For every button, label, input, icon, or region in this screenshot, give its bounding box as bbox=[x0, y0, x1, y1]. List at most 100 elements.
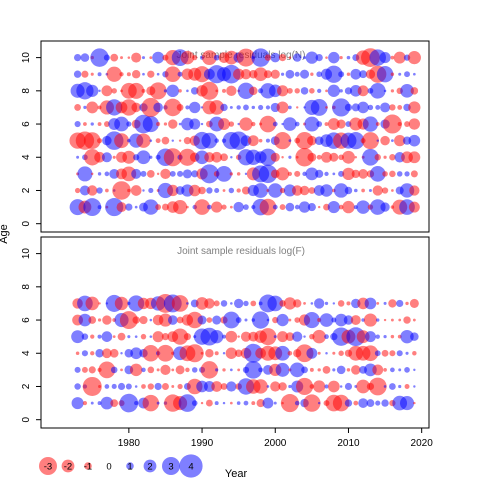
residual-bubble bbox=[209, 100, 225, 115]
residual-bubble bbox=[300, 69, 310, 79]
residual-bubble bbox=[149, 139, 153, 142]
residual-bubble bbox=[192, 55, 198, 61]
residual-bubble bbox=[97, 318, 102, 322]
residual-bubble bbox=[253, 183, 269, 198]
residual-bubble bbox=[154, 382, 162, 391]
residual-bubble bbox=[394, 134, 406, 147]
residual-bubble bbox=[109, 348, 119, 358]
residual-bubble bbox=[134, 335, 138, 338]
residual-bubble bbox=[83, 122, 87, 126]
residual-bubble bbox=[83, 105, 87, 110]
residual-bubble bbox=[90, 401, 94, 405]
residual-bubble bbox=[161, 382, 169, 390]
residual-bubble bbox=[270, 381, 281, 392]
residual-bubble bbox=[273, 401, 277, 405]
residual-bubble bbox=[346, 55, 351, 60]
residual-bubble bbox=[239, 117, 253, 131]
residual-bubble bbox=[390, 89, 395, 93]
residual-bubble bbox=[220, 300, 228, 307]
residual-bubble bbox=[321, 151, 332, 163]
residual-bubble bbox=[390, 72, 395, 76]
residual-bubble bbox=[127, 188, 131, 193]
residual-bubble bbox=[97, 172, 102, 176]
residual-bubble bbox=[73, 70, 82, 78]
y-tick-label: 6 bbox=[21, 121, 32, 127]
residual-bubble bbox=[369, 83, 386, 99]
residual-bubble bbox=[183, 333, 191, 341]
residual-bubble bbox=[408, 118, 421, 130]
residual-bubble bbox=[90, 72, 94, 76]
residual-bubble bbox=[389, 154, 396, 161]
residual-bubble bbox=[317, 368, 321, 372]
residual-bubble bbox=[110, 366, 118, 374]
residual-bubble bbox=[83, 132, 101, 150]
residual-bubble bbox=[126, 121, 132, 127]
residual-bubble bbox=[259, 115, 277, 133]
residual-bubble bbox=[114, 116, 129, 132]
residual-bubble bbox=[190, 87, 199, 95]
residual-bubble bbox=[178, 139, 182, 142]
residual-bubble bbox=[119, 393, 139, 413]
residual-bubble bbox=[171, 139, 174, 142]
residual-bubble bbox=[270, 52, 281, 63]
residual-bubble bbox=[412, 351, 417, 356]
residual-bubble bbox=[81, 366, 88, 373]
residual-bubble bbox=[177, 383, 183, 390]
panel-f-x-axis: 1980 1990 2000 2010 2020 bbox=[118, 428, 433, 449]
residual-bubble bbox=[171, 328, 189, 345]
residual-bubble bbox=[334, 313, 348, 327]
residual-bubble bbox=[375, 400, 381, 406]
residual-bubble bbox=[163, 148, 182, 167]
residual-bubble bbox=[295, 132, 314, 150]
residual-bubble bbox=[276, 101, 289, 114]
panel-n-y-axis: 0 2 4 6 8 10 bbox=[21, 52, 41, 226]
residual-bubble bbox=[325, 89, 328, 93]
residual-bubble bbox=[127, 56, 131, 59]
residual-bubble bbox=[405, 301, 409, 306]
residual-bubble bbox=[200, 401, 204, 405]
residual-bubble bbox=[237, 335, 240, 338]
residual-bubble bbox=[410, 170, 418, 178]
residual-bubble bbox=[383, 335, 387, 339]
residual-bubble bbox=[265, 138, 270, 143]
residual-bubble bbox=[222, 189, 226, 192]
residual-bubble bbox=[205, 349, 214, 358]
residual-bubble bbox=[243, 204, 249, 210]
residual-bubble bbox=[315, 169, 324, 178]
residual-bubble bbox=[243, 400, 249, 406]
residual-bubble bbox=[410, 332, 419, 341]
residual-bubble bbox=[404, 71, 410, 78]
residual-bubble bbox=[265, 105, 271, 110]
residual-bubble bbox=[209, 329, 224, 344]
residual-bubble bbox=[359, 70, 368, 79]
residual-bubble bbox=[374, 154, 381, 161]
residual-bubble bbox=[327, 380, 340, 393]
residual-bubble bbox=[383, 385, 387, 388]
legend-label: -3 bbox=[44, 462, 52, 473]
residual-bubble bbox=[236, 188, 241, 193]
residual-bubble bbox=[233, 201, 244, 213]
residual-bubble bbox=[300, 87, 309, 95]
residual-bubble bbox=[283, 297, 297, 310]
residual-bubble bbox=[332, 98, 351, 117]
residual-bubble bbox=[368, 377, 387, 396]
residual-bubble bbox=[153, 102, 163, 113]
residual-bubble bbox=[325, 106, 328, 109]
residual-bubble bbox=[243, 343, 263, 363]
residual-bubble bbox=[216, 165, 232, 182]
residual-bubble bbox=[307, 152, 317, 162]
residual-bubble bbox=[101, 152, 112, 163]
residual-bubble bbox=[90, 351, 95, 356]
residual-bubble bbox=[398, 384, 402, 389]
residual-bubble bbox=[317, 401, 321, 405]
residual-bubble bbox=[303, 56, 307, 60]
residual-bubble bbox=[369, 199, 386, 215]
residual-bubble bbox=[197, 315, 207, 325]
residual-bubble bbox=[204, 152, 215, 163]
residual-bubble bbox=[222, 311, 240, 329]
residual-bubble bbox=[127, 335, 131, 339]
residual-bubble bbox=[114, 296, 129, 311]
residual-bubble bbox=[178, 148, 196, 166]
residual-bubble bbox=[71, 330, 85, 344]
legend-label: 2 bbox=[147, 462, 152, 473]
